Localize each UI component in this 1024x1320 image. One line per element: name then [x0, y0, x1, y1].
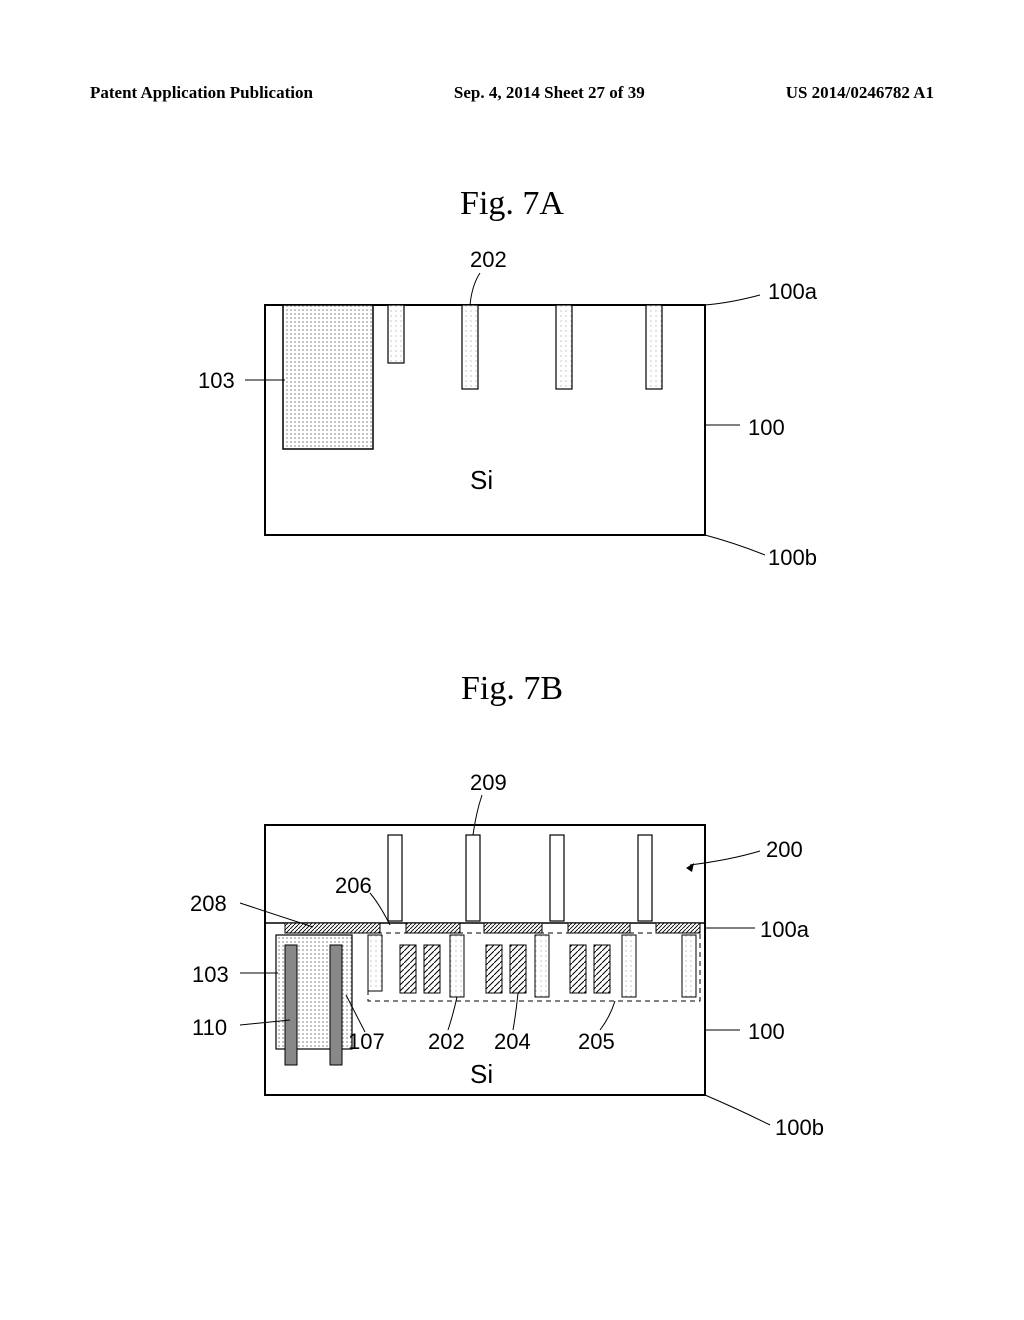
label-100: 100: [748, 415, 785, 441]
label-107: 107: [348, 1029, 385, 1055]
label-110: 110: [192, 1015, 227, 1041]
label-204: 204: [494, 1029, 531, 1055]
label-103: 103: [198, 368, 235, 394]
label-209: 209: [470, 770, 507, 796]
label-100a: 100a: [768, 279, 817, 305]
label-100-b: 100: [748, 1019, 785, 1045]
fig-7b-diagram: 209 200 208 206 100a 103 110 107 202 204…: [170, 765, 870, 1185]
fig-7a-title: Fig. 7A: [0, 185, 1024, 223]
label-202-b: 202: [428, 1029, 465, 1055]
label-208: 208: [190, 891, 227, 917]
header-left: Patent Application Publication: [90, 83, 313, 103]
label-103-b: 103: [192, 962, 229, 988]
label-100a-b: 100a: [760, 917, 809, 943]
header-center: Sep. 4, 2014 Sheet 27 of 39: [454, 83, 645, 103]
label-si-a: Si: [470, 465, 493, 496]
label-202: 202: [470, 247, 507, 273]
label-200: 200: [766, 837, 803, 863]
label-si-b: Si: [470, 1059, 493, 1090]
page-header: Patent Application Publication Sep. 4, 2…: [90, 83, 934, 103]
header-right: US 2014/0246782 A1: [786, 83, 934, 103]
fig-7b-svg: [170, 765, 870, 1185]
label-205: 205: [578, 1029, 615, 1055]
label-100b-b: 100b: [775, 1115, 824, 1141]
label-206: 206: [335, 873, 372, 899]
fig-7b-title: Fig. 7B: [0, 670, 1024, 708]
label-100b: 100b: [768, 545, 817, 571]
fig-7a-diagram: 202 100a 103 100 100b Si: [170, 265, 870, 595]
